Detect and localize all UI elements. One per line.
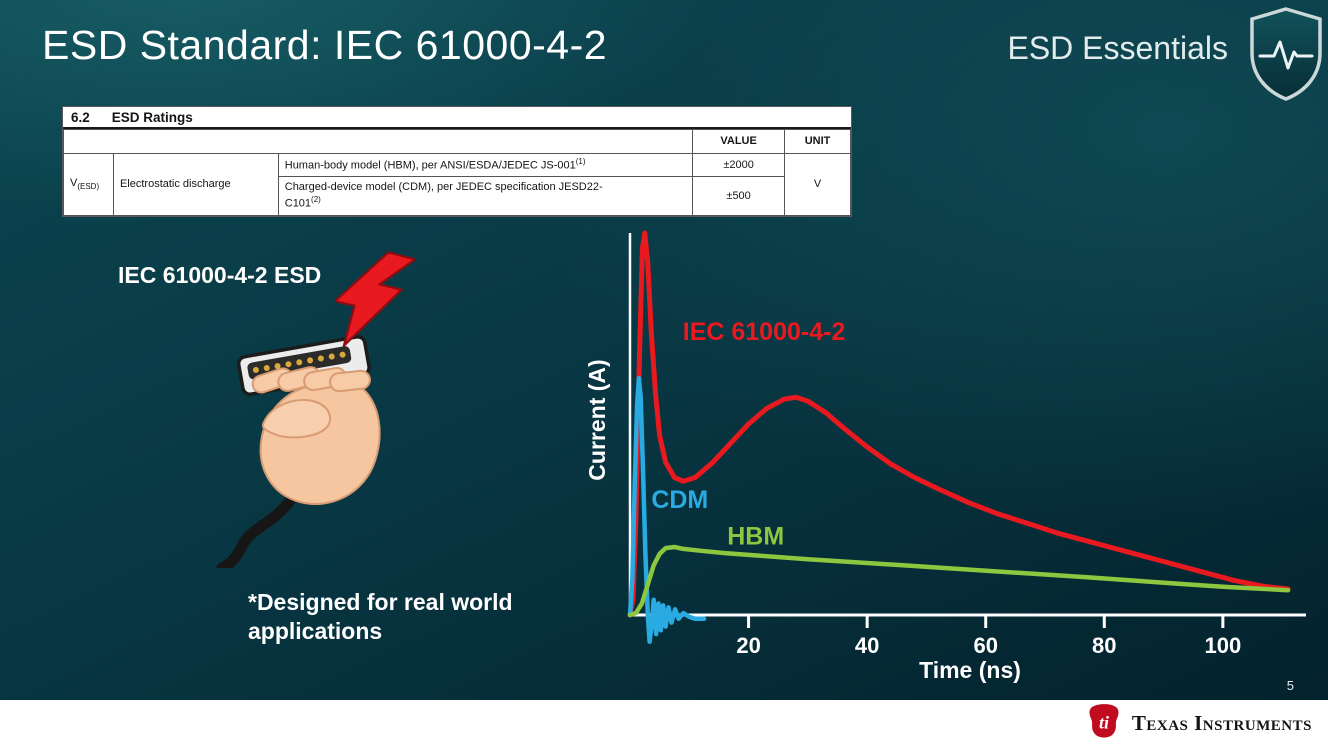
x-tick-label: 60 bbox=[973, 633, 997, 658]
curve-hbm bbox=[627, 544, 1291, 618]
esd-waveform-chart: Current (A) 20 40 60 80 100 IEC 61000-4-2 CDM H… bbox=[560, 205, 1320, 705]
thumb bbox=[261, 399, 332, 439]
table-row-hbm: V(ESD) Electrostatic discharge Human-bod… bbox=[63, 152, 851, 216]
curve-iec-61000-4-2 bbox=[627, 230, 1291, 618]
page-title: ESD Standard: IEC 61000-4-2 bbox=[42, 22, 608, 68]
palm bbox=[259, 381, 381, 506]
param-name-cell: Electrostatic discharge bbox=[112, 152, 279, 216]
table-row-cdm: Charged-device model (CDM), per JEDEC sp… bbox=[64, 176, 851, 216]
table-header-row: VALUE UNIT bbox=[62, 129, 851, 154]
hbm-footnote: (1) bbox=[575, 156, 586, 166]
cdm-footnote: (2) bbox=[311, 195, 321, 205]
iec-esd-label: IEC 61000-4-2 ESD bbox=[118, 262, 322, 288]
col-header-value: VALUE bbox=[692, 129, 786, 154]
hbm-desc-cell: Human-body model (HBM), per ANSI/ESDA/JE… bbox=[277, 152, 694, 178]
param-symbol: V bbox=[70, 176, 78, 189]
lightning-bolt-icon bbox=[335, 251, 415, 347]
ti-bug-letters: ti bbox=[1099, 712, 1109, 732]
real-world-note: *Designed for real world applications bbox=[248, 589, 513, 644]
ratings-caption: 6.2 ESD Ratings bbox=[63, 107, 851, 129]
x-axis-label: Time (ns) bbox=[919, 657, 1021, 683]
chart-plot-area: 20 40 60 80 100 IEC 61000-4-2 CDM HBM bbox=[627, 230, 1306, 658]
ti-logo-icon: ti bbox=[1089, 704, 1119, 738]
param-symbol-cell: V(ESD) bbox=[63, 152, 114, 216]
cdm-value-cell: ±500 bbox=[692, 176, 786, 216]
page-number: 5 bbox=[1286, 678, 1294, 693]
x-tick-label: 20 bbox=[736, 633, 760, 658]
shield-heartbeat-icon bbox=[1250, 7, 1322, 101]
curve-label-iec-61000-4-2: IEC 61000-4-2 bbox=[683, 318, 846, 346]
hbm-value-cell: ±2000 bbox=[692, 152, 786, 178]
hand-holding-connector-illustration bbox=[216, 335, 381, 568]
unit-cell: V bbox=[784, 152, 851, 216]
x-tick-label: 80 bbox=[1092, 633, 1116, 658]
ratings-section-number: 6.2 bbox=[71, 110, 90, 125]
header-empty-cell bbox=[62, 129, 694, 154]
cable bbox=[216, 492, 298, 568]
esd-ratings-table: 6.2 ESD Ratings VALUE UNIT V(ESD) Electr… bbox=[62, 106, 852, 217]
ratings-section-title: ESD Ratings bbox=[111, 110, 193, 125]
curve-label-cdm: CDM bbox=[651, 486, 708, 514]
col-header-unit: UNIT bbox=[784, 129, 851, 154]
x-tick-label: 40 bbox=[855, 633, 879, 658]
curve-label-hbm: HBM bbox=[727, 522, 784, 550]
x-tick-label: 100 bbox=[1204, 633, 1241, 658]
fingers bbox=[251, 366, 371, 394]
footer-bar: ti Texas Instruments bbox=[0, 700, 1328, 746]
cdm-desc: Charged-device model (CDM), per JEDEC sp… bbox=[284, 181, 603, 210]
param-symbol-sub: (ESD) bbox=[77, 181, 100, 191]
hbm-desc: Human-body model (HBM), per ANSI/ESDA/JE… bbox=[284, 159, 576, 172]
curve-cdm bbox=[627, 375, 707, 644]
ti-logo-text: Texas Instruments bbox=[1131, 710, 1312, 735]
cdm-desc-cell: Charged-device model (CDM), per JEDEC sp… bbox=[277, 176, 694, 216]
brand-title: ESD Essentials bbox=[1007, 30, 1228, 66]
y-axis-label: Current (A) bbox=[584, 359, 610, 481]
